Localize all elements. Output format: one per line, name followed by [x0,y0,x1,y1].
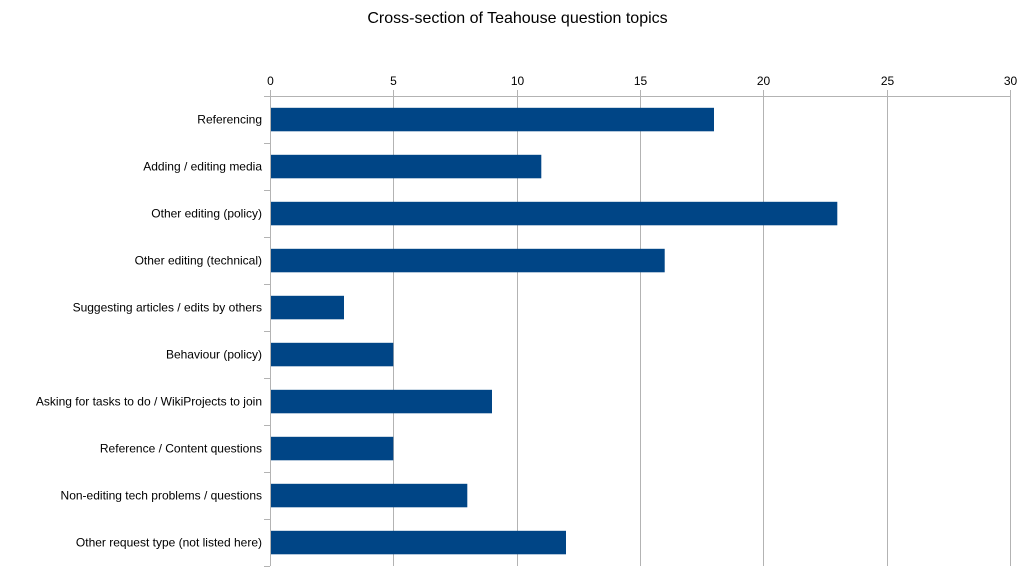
grid-lines [264,90,1011,567]
bar-2 [271,201,838,226]
category-label: Other request type (not listed here) [76,536,262,550]
category-label: Asking for tasks to do / WikiProjects to… [36,395,262,409]
bar-1 [271,154,542,179]
x-tick-label: 20 [757,74,771,88]
category-label: Non-editing tech problems / questions [61,489,262,503]
category-label: Other editing (policy) [151,207,262,221]
x-tick-labels: 0 5 10 15 20 25 30 [267,74,1017,88]
bar-3 [271,248,665,273]
category-label: Referencing [197,113,262,127]
category-label: Other editing (technical) [135,254,262,268]
category-label: Behaviour (policy) [166,348,262,362]
x-tick-label: 10 [511,74,525,88]
category-label: Suggesting articles / edits by others [73,301,262,315]
bar-0 [271,107,714,132]
x-tick-label: 0 [267,74,274,88]
bar-4 [271,295,344,320]
x-tick-label: 25 [881,74,895,88]
category-label: Reference / Content questions [100,442,262,456]
x-tick-label: 15 [634,74,648,88]
bar-7 [271,436,394,461]
x-tick-label: 5 [390,74,397,88]
x-tick-label: 30 [1004,74,1018,88]
chart-title: Cross-section of Teahouse question topic… [367,10,668,27]
bar-6 [271,389,492,414]
category-labels: Referencing Adding / editing media Other e… [36,113,262,550]
bars [271,107,838,555]
category-label: Adding / editing media [143,160,262,174]
bar-5 [271,342,394,367]
bar-8 [271,483,468,508]
bar-9 [271,530,566,555]
